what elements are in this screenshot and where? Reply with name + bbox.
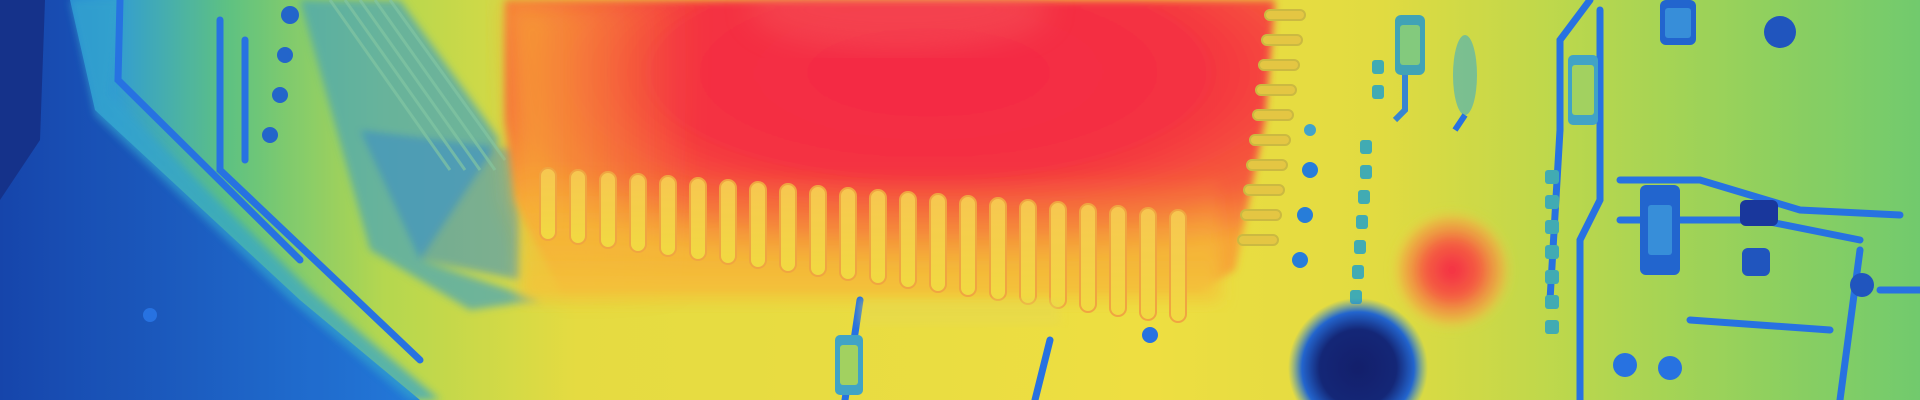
small-component-top [1392, 15, 1477, 132]
lower-components [835, 300, 1158, 395]
via-column [1292, 124, 1318, 268]
left-pad-column [262, 6, 299, 143]
mounting-hole [1288, 298, 1428, 400]
hotspot [1390, 208, 1514, 332]
left-traces [114, 0, 424, 364]
right-pad-stack [1545, 170, 1559, 334]
via-chain [1350, 60, 1384, 304]
chip-pins [539, 167, 1187, 323]
right-components [1568, 0, 1874, 380]
left-cold-edge [0, 0, 440, 400]
chip-right-pins [1237, 9, 1306, 246]
left-bus-lines [328, 0, 507, 171]
